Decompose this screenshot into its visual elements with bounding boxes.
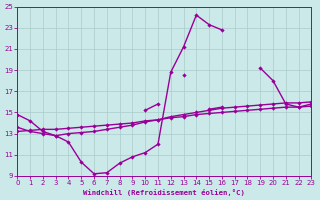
X-axis label: Windchill (Refroidissement éolien,°C): Windchill (Refroidissement éolien,°C)	[84, 189, 245, 196]
